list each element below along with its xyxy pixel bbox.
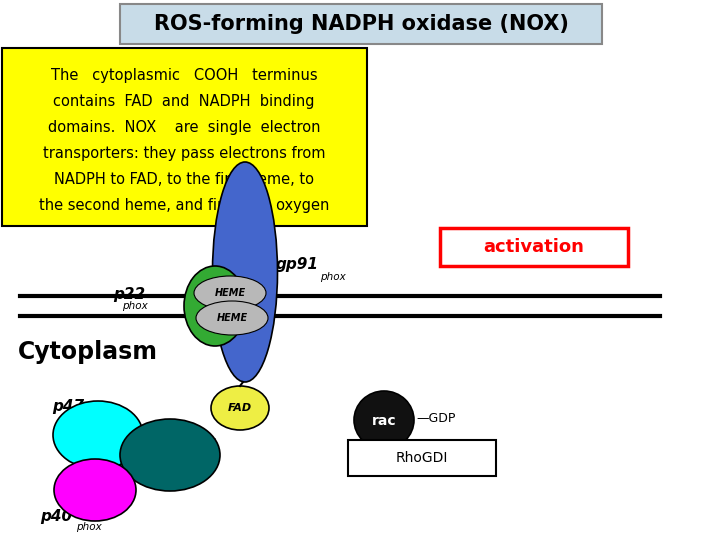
Text: contains  FAD  and  NADPH  binding: contains FAD and NADPH binding bbox=[53, 94, 315, 109]
Text: RhoGDI: RhoGDI bbox=[396, 451, 448, 465]
Ellipse shape bbox=[120, 419, 220, 491]
Text: phox: phox bbox=[122, 301, 148, 311]
Text: the second heme, and finally to oxygen: the second heme, and finally to oxygen bbox=[39, 198, 329, 213]
Ellipse shape bbox=[196, 301, 268, 335]
FancyBboxPatch shape bbox=[120, 4, 602, 44]
Text: phox: phox bbox=[190, 436, 216, 446]
Text: p67: p67 bbox=[152, 422, 184, 437]
Text: —GDP: —GDP bbox=[416, 411, 455, 424]
Text: HEME: HEME bbox=[217, 313, 248, 323]
Text: phox: phox bbox=[320, 272, 346, 282]
Text: p47: p47 bbox=[52, 399, 84, 414]
Text: The   cytoplasmic   COOH   terminus: The cytoplasmic COOH terminus bbox=[50, 68, 318, 83]
FancyBboxPatch shape bbox=[348, 440, 496, 476]
FancyBboxPatch shape bbox=[2, 48, 367, 226]
Ellipse shape bbox=[54, 459, 136, 521]
Text: gp91: gp91 bbox=[276, 258, 319, 273]
Ellipse shape bbox=[211, 386, 269, 430]
Text: transporters: they pass electrons from: transporters: they pass electrons from bbox=[42, 146, 325, 161]
Text: NADPH to FAD, to the first heme, to: NADPH to FAD, to the first heme, to bbox=[54, 172, 314, 187]
Text: HEME: HEME bbox=[215, 288, 246, 298]
Text: p40: p40 bbox=[40, 509, 72, 523]
Ellipse shape bbox=[194, 276, 266, 310]
Ellipse shape bbox=[53, 401, 143, 469]
Text: FAD: FAD bbox=[228, 403, 252, 413]
Text: ROS-forming NADPH oxidase (NOX): ROS-forming NADPH oxidase (NOX) bbox=[153, 14, 568, 34]
Text: activation: activation bbox=[484, 238, 585, 256]
Ellipse shape bbox=[212, 162, 277, 382]
Text: phox: phox bbox=[88, 411, 114, 421]
Text: rac: rac bbox=[372, 414, 396, 428]
Ellipse shape bbox=[184, 266, 246, 346]
Ellipse shape bbox=[354, 391, 414, 449]
Text: Cytoplasm: Cytoplasm bbox=[18, 340, 158, 364]
Text: domains.  NOX    are  single  electron: domains. NOX are single electron bbox=[48, 120, 320, 135]
FancyBboxPatch shape bbox=[440, 228, 628, 266]
Text: p22: p22 bbox=[113, 287, 145, 301]
Text: phox: phox bbox=[76, 522, 102, 532]
